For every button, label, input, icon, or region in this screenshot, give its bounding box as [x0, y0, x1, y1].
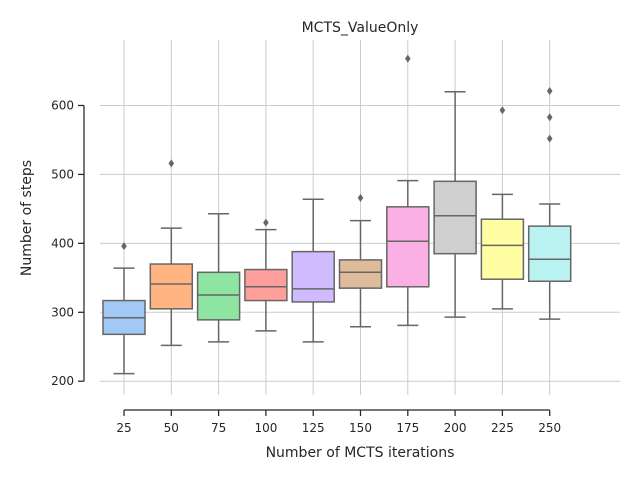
outlier-point — [546, 113, 553, 122]
x-tick-label: 50 — [164, 421, 179, 435]
y-tick-label: 200 — [51, 374, 74, 388]
box-150 — [338, 193, 383, 328]
y-axis-label: Number of steps — [19, 160, 35, 276]
x-tick-label: 75 — [211, 421, 226, 435]
box-iqr — [338, 259, 383, 289]
y-tick-label: 600 — [51, 98, 74, 112]
chart-title: MCTS_ValueOnly — [302, 20, 419, 36]
outlier-point — [357, 193, 364, 202]
outlier-point — [546, 87, 553, 96]
x-tick-label: 225 — [491, 421, 514, 435]
x-tick-label: 25 — [116, 421, 131, 435]
x-tick-label: 100 — [254, 421, 277, 435]
boxes — [102, 54, 572, 375]
box-iqr — [433, 180, 477, 255]
x-tick-label: 125 — [302, 421, 325, 435]
box-iqr — [244, 268, 288, 302]
x-tick-label: 200 — [444, 421, 467, 435]
y-tick-label: 500 — [51, 167, 74, 181]
box-125 — [291, 198, 335, 343]
axes: 200 300 400 500 600 25 50 75 100 125 150 175 200 225 2… — [51, 98, 561, 435]
box-200 — [433, 90, 477, 318]
box-iqr — [149, 263, 194, 310]
box-75 — [196, 212, 241, 343]
outlier-point — [405, 54, 411, 63]
x-tick-label: 175 — [396, 421, 419, 435]
box-iqr — [480, 218, 525, 280]
box-iqr — [527, 225, 572, 283]
box-iqr — [196, 271, 241, 321]
outlier-point — [499, 106, 506, 115]
box-iqr — [291, 250, 335, 303]
x-tick-label: 150 — [349, 421, 372, 435]
box-175 — [386, 54, 430, 327]
outlier-point — [546, 134, 553, 143]
box-iqr — [386, 206, 430, 288]
box-250 — [527, 87, 572, 320]
box-50 — [149, 159, 194, 347]
box-100 — [244, 218, 288, 332]
outlier-point — [263, 218, 269, 227]
x-tick-label: 250 — [538, 421, 561, 435]
grid-lines — [100, 40, 620, 395]
outlier-point — [121, 242, 127, 251]
box-25 — [102, 242, 146, 375]
outlier-point — [168, 159, 175, 168]
y-tick-label: 300 — [51, 305, 74, 319]
y-tick-label: 400 — [51, 236, 74, 250]
box-225 — [480, 106, 525, 310]
x-axis-label: Number of MCTS iterations — [266, 445, 455, 461]
